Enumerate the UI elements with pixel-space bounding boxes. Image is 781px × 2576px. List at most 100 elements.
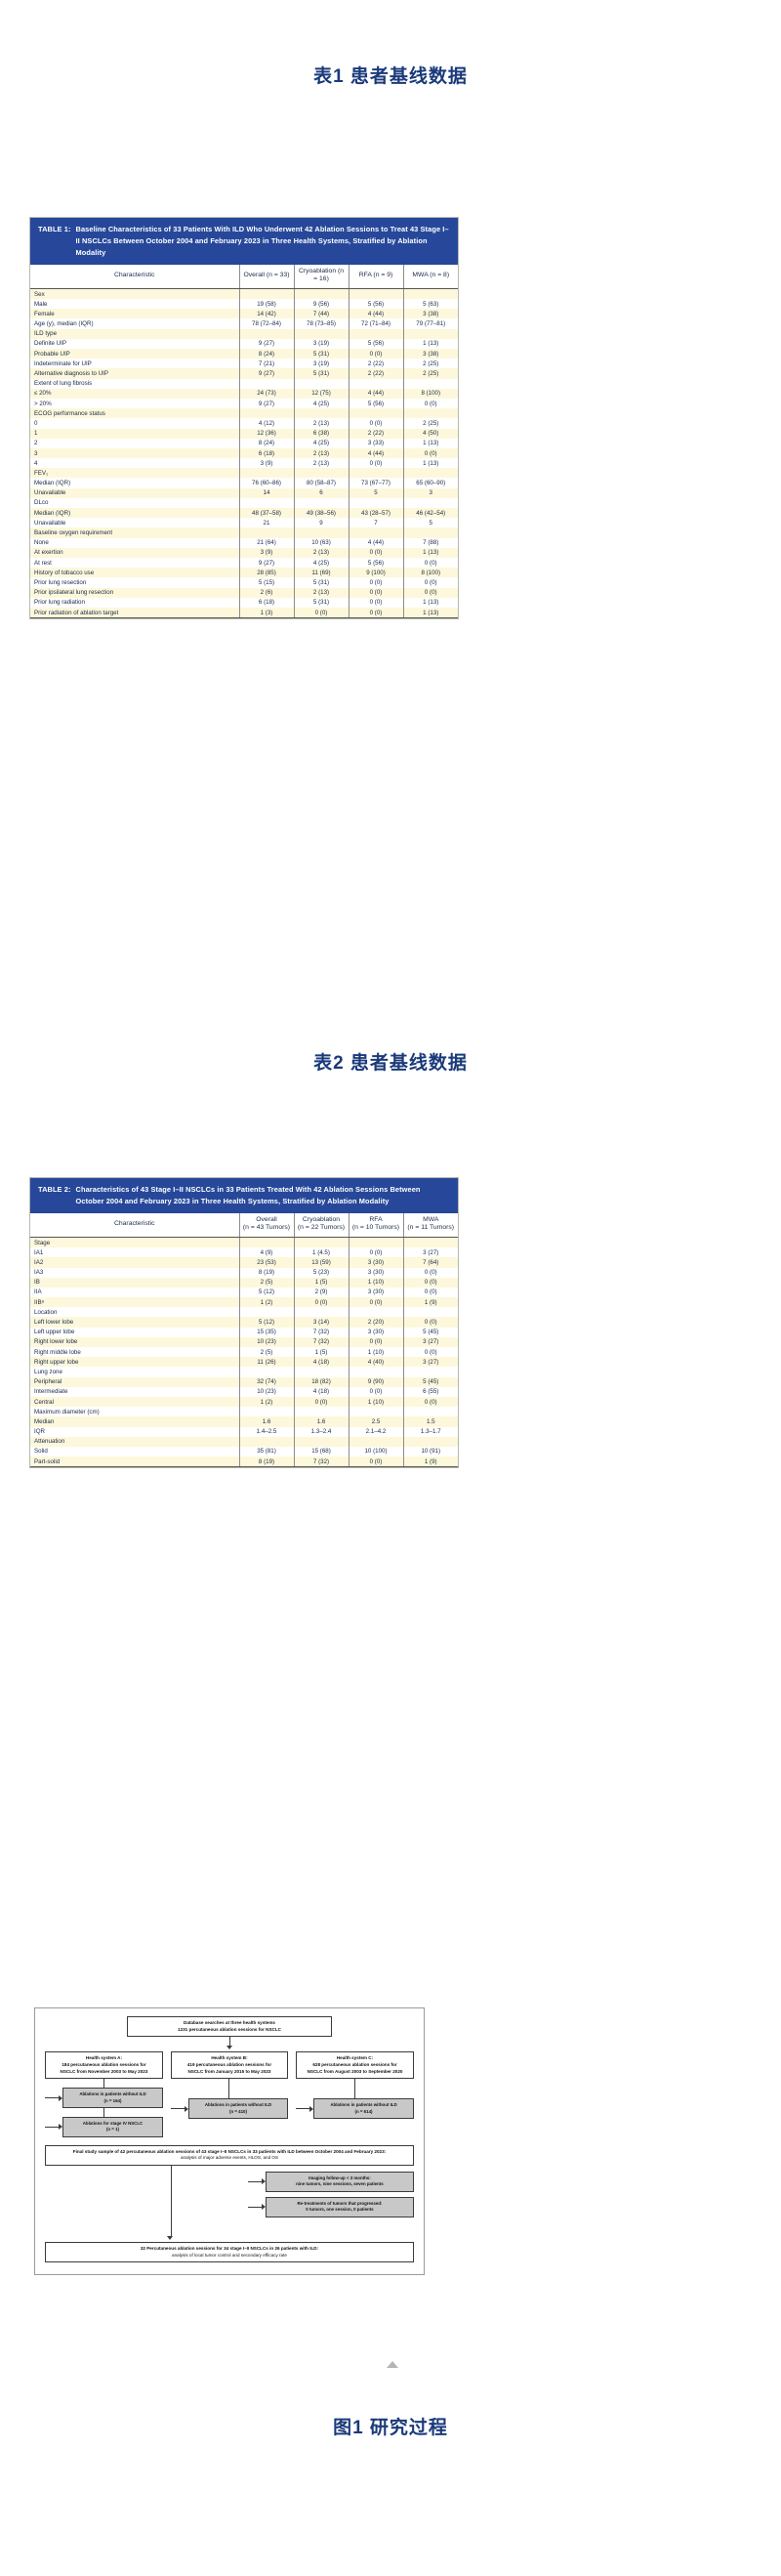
row-value: 0 (0) (402, 577, 458, 588)
row-value: 24 (73) (238, 388, 294, 399)
table-row: Left upper lobe 15 (35) 7 (32) 3 (30) 5 (45) (30, 1327, 458, 1337)
table2-col3-line1: RFA (369, 1215, 383, 1223)
row-value (402, 328, 458, 339)
caption-figure1: 图1 研究过程 (333, 2418, 448, 2438)
flow-system-b-line3: NSCLC from January 2015 to May 2023 (187, 2068, 271, 2074)
row-value: 5 (12) (238, 1317, 294, 1328)
table2-col2-line1: Cryoablation (302, 1215, 341, 1223)
row-label: Prior radiation of ablation target (30, 607, 239, 619)
row-value: 1 (9) (402, 1297, 458, 1308)
row-value: 9 (27) (238, 557, 294, 569)
row-label: Sex (30, 288, 239, 300)
table2-title-bar: TABLE 2: Characteristics of 43 Stage I–I… (30, 1178, 458, 1213)
row-value: 1 (13) (402, 338, 458, 350)
row-value: 4 (12) (238, 418, 294, 429)
row-value: 1.3–1.7 (402, 1426, 458, 1437)
row-label: IA2 (30, 1257, 239, 1268)
row-value: 12 (75) (293, 388, 349, 399)
row-label: Age (y), median (IQR) (30, 318, 239, 329)
row-value (238, 408, 294, 419)
row-value: 0 (0) (348, 349, 403, 359)
table2-col-overall: Overall (n = 43 Tumors) (238, 1212, 294, 1238)
row-value (293, 1307, 349, 1318)
row-value: 2 (25) (402, 359, 458, 369)
table2-col4-line1: MWA (423, 1215, 439, 1223)
table2-col0-line1: Characteristic (113, 1220, 155, 1228)
row-value: 9 (90) (348, 1376, 403, 1387)
table2-col2-line2: (n = 22 Tumors) (297, 1224, 346, 1232)
row-value: 1 (2) (238, 1396, 294, 1408)
row-value: 2.5 (348, 1416, 403, 1427)
row-value: 0 (0) (348, 607, 403, 619)
flow-system-c-connector1 (354, 2079, 355, 2099)
flow-system-c-excl1: Ablations in patients without ILD (n = 6… (313, 2098, 414, 2120)
flow-excl-bottom2-line1: Re-treatments of tumors that progressed: (297, 2200, 383, 2206)
row-value (348, 468, 403, 479)
flow-system-c-box: Health system C: 628 percutaneous ablati… (296, 2051, 414, 2080)
row-value: 35 (81) (238, 1446, 294, 1457)
row-value: 0 (0) (348, 458, 403, 469)
row-value: 2 (6) (238, 587, 294, 598)
row-value: 7 (32) (293, 1457, 349, 1468)
flow-system-a-connector2 (103, 2108, 104, 2118)
row-value: 5 (45) (402, 1376, 458, 1387)
row-value: 3 (19) (293, 359, 349, 369)
flow-final-outcome-box: 32 Percutaneous ablation sessions for 34… (45, 2242, 414, 2263)
table2-col1-line1: Overall (256, 1215, 277, 1223)
row-value: 11 (26) (238, 1357, 294, 1368)
row-value: 9 (27) (238, 338, 294, 350)
row-label: Median (IQR) (30, 508, 239, 519)
row-value: 10 (91) (402, 1446, 458, 1457)
row-value: 3 (27) (402, 1247, 458, 1258)
row-value: 4 (44) (348, 388, 403, 399)
row-value: 3 (14) (293, 1317, 349, 1328)
table-row: 1 12 (36) 6 (38) 2 (22) 4 (50) (30, 428, 458, 439)
row-value: 32 (74) (238, 1376, 294, 1387)
row-value: 2 (13) (293, 447, 349, 459)
row-value: 7 (64) (402, 1257, 458, 1268)
row-value: 19 (58) (238, 299, 294, 310)
row-label: Right lower lobe (30, 1336, 239, 1347)
row-value: 5 (63) (402, 299, 458, 310)
table-row: Unavailable 14 6 5 3 (30, 487, 458, 498)
row-value (348, 1237, 403, 1248)
row-value: 6 (293, 487, 349, 498)
table2-body: Stage IA1 4 (9) 1 (4.5) 0 (0) 3 (27) IA2 23 (53… (30, 1237, 458, 1468)
row-value: 73 (67–77) (348, 478, 403, 488)
row-value: 0 (0) (402, 398, 458, 409)
row-value: 4 (40) (348, 1357, 403, 1368)
row-value: 72 (71–84) (348, 318, 403, 329)
table-row: Age (y), median (IQR) 78 (72–84) 78 (73–85… (30, 318, 458, 329)
table-row: History of tobacco use 28 (85) 11 (69) 9 (1… (30, 568, 458, 578)
flow-excl-bottom2: Re-treatments of tumors that progressed:… (265, 2196, 414, 2217)
row-label: Location (30, 1307, 239, 1318)
row-value: 0 (0) (402, 1347, 458, 1358)
table-row: IIA 5 (12) 2 (9) 3 (30) 0 (0) (30, 1287, 458, 1298)
row-value: 5 (56) (348, 398, 403, 409)
flow-system-b-line2: 419 percutaneous ablation sessions for (186, 2061, 272, 2067)
row-value: 2 (25) (402, 418, 458, 429)
row-value: 7 (348, 518, 403, 528)
table-row: IB 2 (5) 1 (5) 1 (10) 0 (0) (30, 1277, 458, 1288)
row-value: 0 (0) (293, 607, 349, 619)
table2-col4-line2: (n = 11 Tumors) (407, 1224, 455, 1232)
row-label: Baseline oxygen requirement (30, 528, 239, 538)
table2-col-mwa: MWA (n = 11 Tumors) (402, 1212, 458, 1238)
caption-table2: 表2 患者基线数据 (313, 1053, 468, 1074)
table-row: IA3 8 (19) 5 (23) 3 (30) 0 (0) (30, 1267, 458, 1278)
row-value: 1 (10) (348, 1396, 403, 1408)
row-value: 2 (22) (348, 428, 403, 439)
row-label: Lung zone (30, 1367, 239, 1377)
row-value: 21 (238, 518, 294, 528)
table1-body: Sex Male 19 (58) 9 (56) 5 (56) 5 (63) Female 14… (30, 288, 458, 619)
scroll-up-marker[interactable] (387, 2361, 398, 2368)
row-value: 0 (0) (348, 1247, 403, 1258)
flow-excl-bottom1-line2: nine tumors, nine sessions, seven patien… (296, 2181, 384, 2187)
row-value: 0 (0) (348, 587, 403, 598)
flow-final-sample-line2: analysis of major adverse events, HLOS, … (180, 2155, 279, 2161)
table1-header-row: Characteristic Overall (n = 33) Cryoabla… (30, 264, 458, 289)
row-label: Extent of lung fibrosis (30, 378, 239, 389)
row-value: 6 (38) (293, 428, 349, 439)
flow-system-a-excl1-line2: (n = 164) (103, 2097, 122, 2103)
row-value (238, 1436, 294, 1447)
